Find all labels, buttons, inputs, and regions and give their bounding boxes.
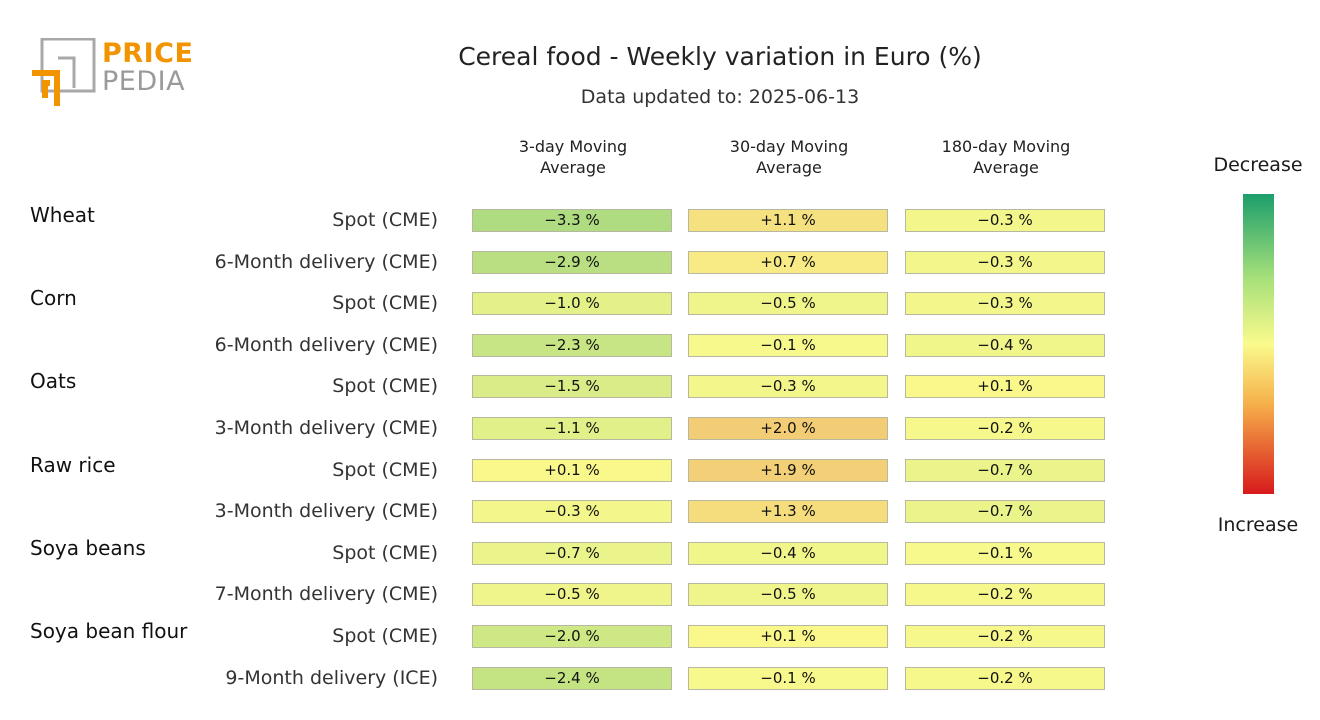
heatmap-cell: −2.3 %: [472, 333, 672, 357]
row-label: 3-Month delivery (CME): [214, 500, 438, 523]
heatmap-cell: −0.4 %: [905, 333, 1105, 357]
heatmap-cell: −0.1 %: [905, 541, 1105, 565]
chart-title: Cereal food - Weekly variation in Euro (…: [458, 42, 982, 71]
heatmap-cell: −0.7 %: [905, 458, 1105, 482]
heatmap-cell: −0.3 %: [688, 375, 888, 399]
heatmap-cell: −0.1 %: [688, 666, 888, 690]
logo-mark-icon: [32, 37, 96, 106]
row-label: 6-Month delivery (CME): [214, 333, 438, 356]
heatmap-cell: +1.9 %: [688, 458, 888, 482]
column-header-line: 30-day Moving: [729, 137, 849, 156]
heatmap-cell: −0.3 %: [905, 209, 1105, 232]
heatmap-cell: −0.2 %: [905, 583, 1105, 607]
heatmap-cell: −2.9 %: [472, 250, 672, 274]
heatmap-cell: −0.5 %: [688, 292, 888, 316]
row-label: 3-Month delivery (CME): [214, 417, 438, 439]
heatmap-cell: +0.1 %: [905, 375, 1105, 399]
heatmap-cell: +1.1 %: [688, 209, 888, 232]
heatmap-cell: −1.1 %: [472, 417, 672, 440]
legend-increase-label: Increase: [1217, 514, 1299, 536]
heatmap-cell: −0.3 %: [905, 250, 1105, 274]
heatmap-cell: −0.5 %: [688, 583, 888, 607]
row-label: Spot (CME): [332, 541, 438, 564]
row-label: Spot (CME): [332, 375, 438, 398]
group-label: Soya beans: [30, 535, 146, 560]
heatmap-cell: −0.1 %: [688, 333, 888, 357]
logo-word-price: PRICE: [102, 38, 194, 69]
heatmap-cell: +0.7 %: [688, 250, 888, 274]
group-label: Corn: [30, 286, 77, 311]
legend-decrease-label: Decrease: [1213, 154, 1303, 176]
heatmap-cell: −0.2 %: [905, 666, 1105, 690]
group-label: Raw rice: [30, 452, 116, 477]
column-header-0: 3-day Moving Average: [468, 136, 678, 178]
heatmap-cell: −0.4 %: [688, 541, 888, 565]
heatmap-cell: −0.7 %: [472, 541, 672, 565]
column-header-2: 180-day Moving Average: [901, 136, 1111, 178]
row-label: Spot (CME): [332, 209, 438, 231]
heatmap-cell: +1.3 %: [688, 500, 888, 524]
heatmap-cell: −0.3 %: [905, 292, 1105, 316]
heatmap-cell: +2.0 %: [688, 417, 888, 440]
column-header-line: Average: [540, 158, 606, 177]
column-header-line: 180-day Moving: [941, 137, 1071, 156]
column-header-1: 30-day Moving Average: [684, 136, 894, 178]
color-scale-bar: [1243, 194, 1274, 494]
row-label: 6-Month delivery (CME): [214, 250, 438, 273]
heatmap-cell: −0.5 %: [472, 583, 672, 607]
column-header-line: Average: [756, 158, 822, 177]
heatmap-cell: −2.4 %: [472, 666, 672, 690]
row-label: Spot (CME): [332, 458, 438, 481]
row-label: Spot (CME): [332, 625, 438, 647]
heatmap-cell: −0.7 %: [905, 500, 1105, 524]
logo-word-pedia: PEDIA: [102, 66, 186, 97]
heatmap-cell: +0.1 %: [688, 625, 888, 648]
heatmap-cell: −0.2 %: [905, 417, 1105, 440]
row-label: Spot (CME): [332, 292, 438, 315]
column-header-line: 3-day Moving: [518, 137, 628, 156]
heatmap-cell: −3.3 %: [472, 209, 672, 232]
row-label: 9-Month delivery (ICE): [225, 666, 438, 689]
heatmap-cell: −1.5 %: [472, 375, 672, 399]
group-label: Wheat: [30, 203, 95, 227]
row-label: 7-Month delivery (CME): [214, 583, 438, 606]
heatmap-cell: −2.0 %: [472, 625, 672, 648]
heatmap-cell: +0.1 %: [472, 458, 672, 482]
group-label: Soya bean flour: [30, 619, 188, 643]
pricepedia-logo: PRICE PEDIA: [30, 37, 194, 110]
column-header-line: Average: [973, 158, 1039, 177]
group-label: Oats: [30, 369, 77, 394]
heatmap-cell: −1.0 %: [472, 292, 672, 316]
heatmap-cell: −0.3 %: [472, 500, 672, 524]
heatmap-cell: −0.2 %: [905, 625, 1105, 648]
chart-subtitle: Data updated to: 2025-06-13: [580, 86, 860, 108]
